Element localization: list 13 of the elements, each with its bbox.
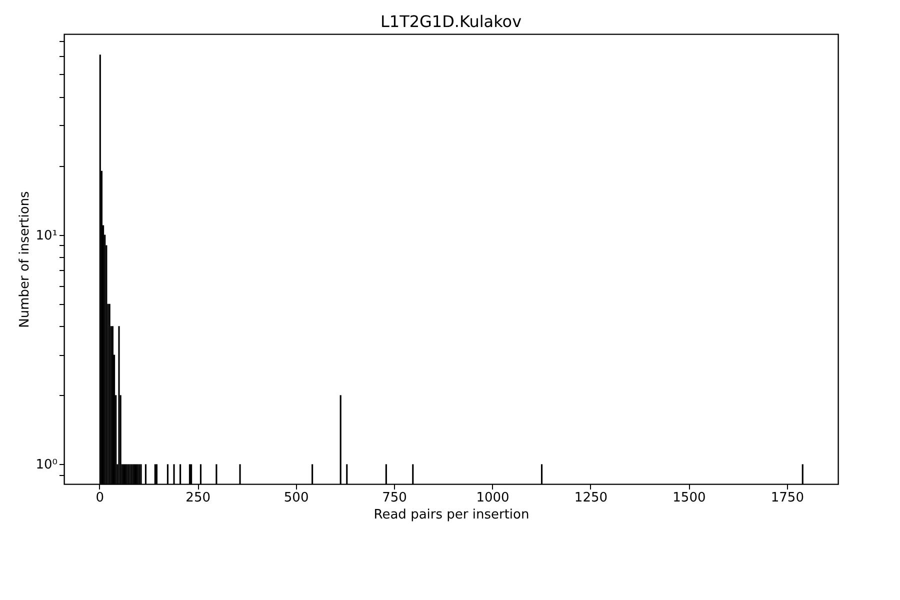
x-axis-title: Read pairs per insertion: [374, 508, 530, 522]
x-tick-label: 500: [284, 490, 309, 506]
y-tick-label: 10¹: [36, 228, 58, 244]
x-tick-label: 0: [96, 490, 104, 506]
y-axis-title: Number of insertions: [18, 190, 33, 328]
x-tick-label: 1500: [672, 490, 706, 506]
x-tick-label: 750: [382, 490, 407, 506]
x-tick-label: 250: [186, 490, 210, 506]
chart-title: L1T2G1D.Kulakov: [380, 12, 522, 31]
x-tick-label: 1000: [476, 490, 510, 506]
x-tick-label: 1250: [574, 490, 608, 506]
x-tick-label: 1750: [770, 490, 804, 506]
y-tick-label: 10⁰: [36, 458, 58, 473]
